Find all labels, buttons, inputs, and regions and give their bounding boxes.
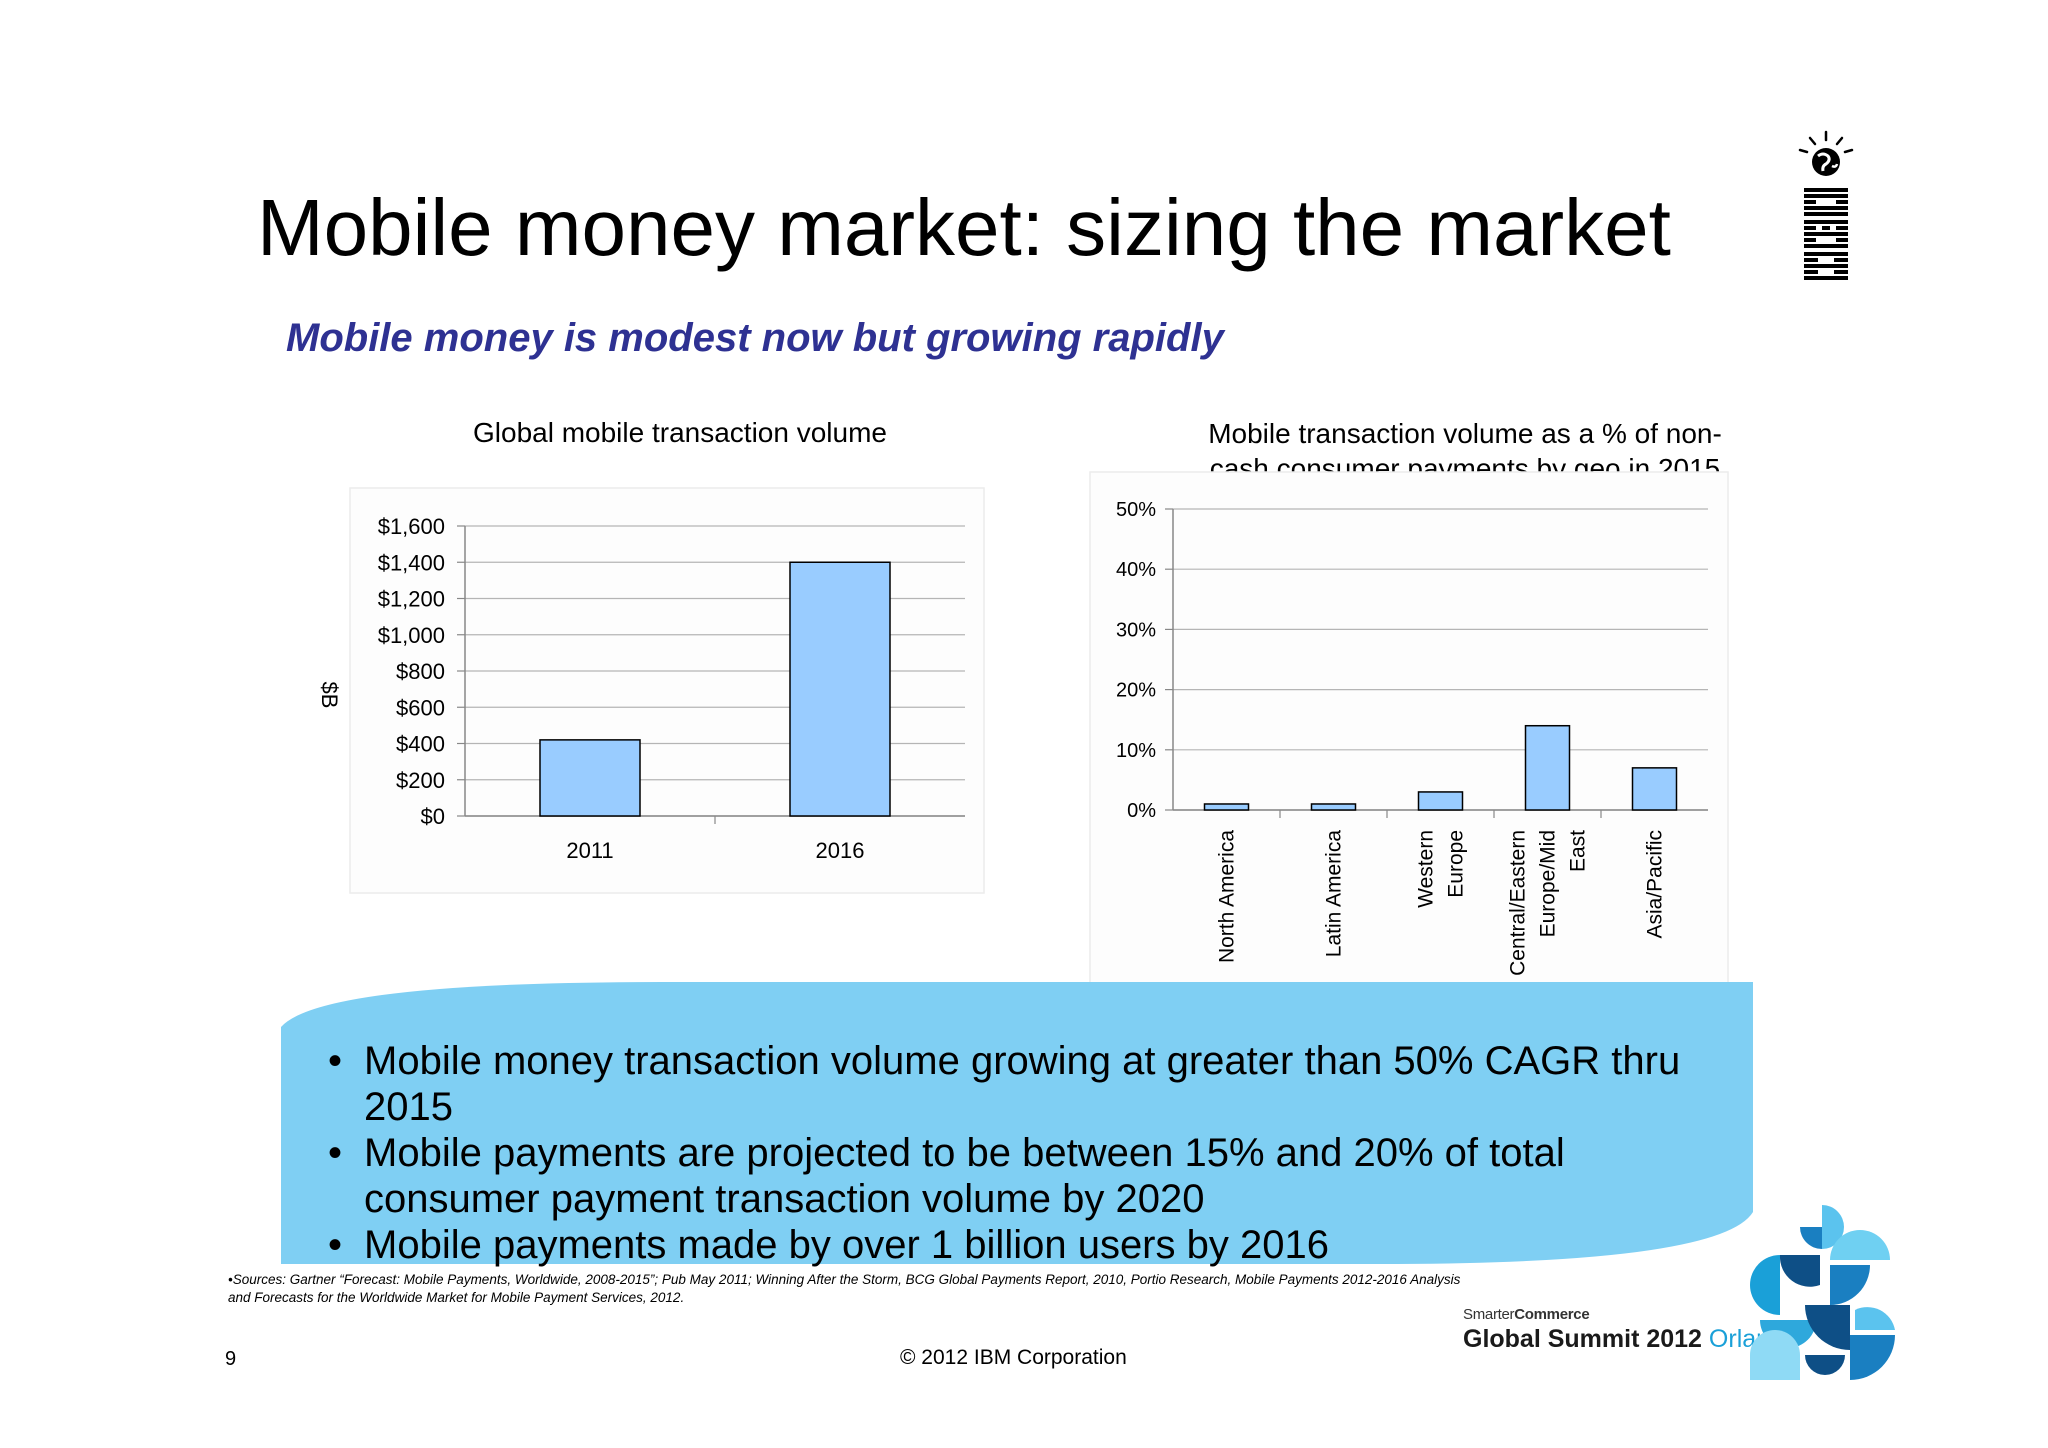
chart1-ytick-label: $1,000 <box>378 623 445 648</box>
chart2-bar <box>1524 724 1571 811</box>
callout-bullet: Mobile payments made by over 1 billion u… <box>328 1222 1748 1268</box>
chart2-category-label: Asia/Pacific <box>1644 830 1667 939</box>
chart2-ytick-label: 10% <box>1116 740 1156 762</box>
chart1-ytick-label: $600 <box>396 695 445 720</box>
chart2-category-label: North America <box>1216 830 1239 963</box>
page-number: 9 <box>225 1348 237 1370</box>
chart2-bar <box>1631 767 1678 811</box>
copyright: © 2012 IBM Corporation <box>900 1346 1127 1369</box>
chart1-ytick-label: $1,200 <box>378 587 445 612</box>
chart1-title: Global mobile transaction volume <box>473 417 887 448</box>
chart1-ytick-label: $400 <box>396 732 445 757</box>
chart1-ytick-label: $800 <box>396 659 445 684</box>
slide-subtitle: Mobile money is modest now but growing r… <box>286 316 1224 360</box>
chart2-ytick-label: 30% <box>1116 619 1156 641</box>
chart1-ytick-label: $1,600 <box>378 514 445 539</box>
chart1-ytick-label: $1,400 <box>378 550 445 575</box>
summit-logo-icon <box>1750 1205 1895 1380</box>
slide-title: Mobile money market: sizing the market <box>257 183 1671 272</box>
event-brand-small: SmarterCommerce <box>1463 1306 1590 1323</box>
chart1-ytick-label: $0 <box>421 804 445 829</box>
chart2-ytick-label: 50% <box>1116 499 1156 521</box>
chart2-ytick-label: 40% <box>1116 559 1156 581</box>
chart2-bar <box>1310 803 1357 811</box>
event-brand: SmarterCommerce Global Summit 2012 Orlan… <box>1463 1306 1798 1354</box>
chart2-ytick-label: 0% <box>1127 800 1156 822</box>
chart2-bar <box>1203 803 1250 811</box>
chart2-category-label: Latin America <box>1323 830 1346 958</box>
chart1-bar <box>539 739 641 817</box>
chart2-category-label: Central/Eastern Europe/Mid East <box>1507 830 1590 976</box>
sources-footnote: •Sources: Gartner “Forecast: Mobile Paym… <box>228 1272 1461 1305</box>
chart1-bar <box>789 561 891 817</box>
chart1-category-label: 2011 <box>566 838 613 863</box>
chart2-bar <box>1417 791 1464 811</box>
chart1-category-label: 2016 <box>816 838 865 863</box>
callout-bullet: Mobile money transaction volume growing … <box>328 1038 1748 1130</box>
ibm-logo-icon <box>1798 130 1854 280</box>
chart2-ytick-label: 20% <box>1116 680 1156 702</box>
chart1-ytick-label: $200 <box>396 768 445 793</box>
callout-bullet: Mobile payments are projected to be betw… <box>328 1130 1748 1222</box>
chart2-category-label: Western Europe <box>1415 830 1468 908</box>
callout-bullet-list: Mobile money transaction volume growing … <box>328 1038 1748 1268</box>
event-brand-title: Global Summit 2012 Orlando <box>1463 1325 1798 1353</box>
chart2-plot-frame <box>1089 471 1729 993</box>
chart1-ylabel: $B <box>317 682 342 709</box>
